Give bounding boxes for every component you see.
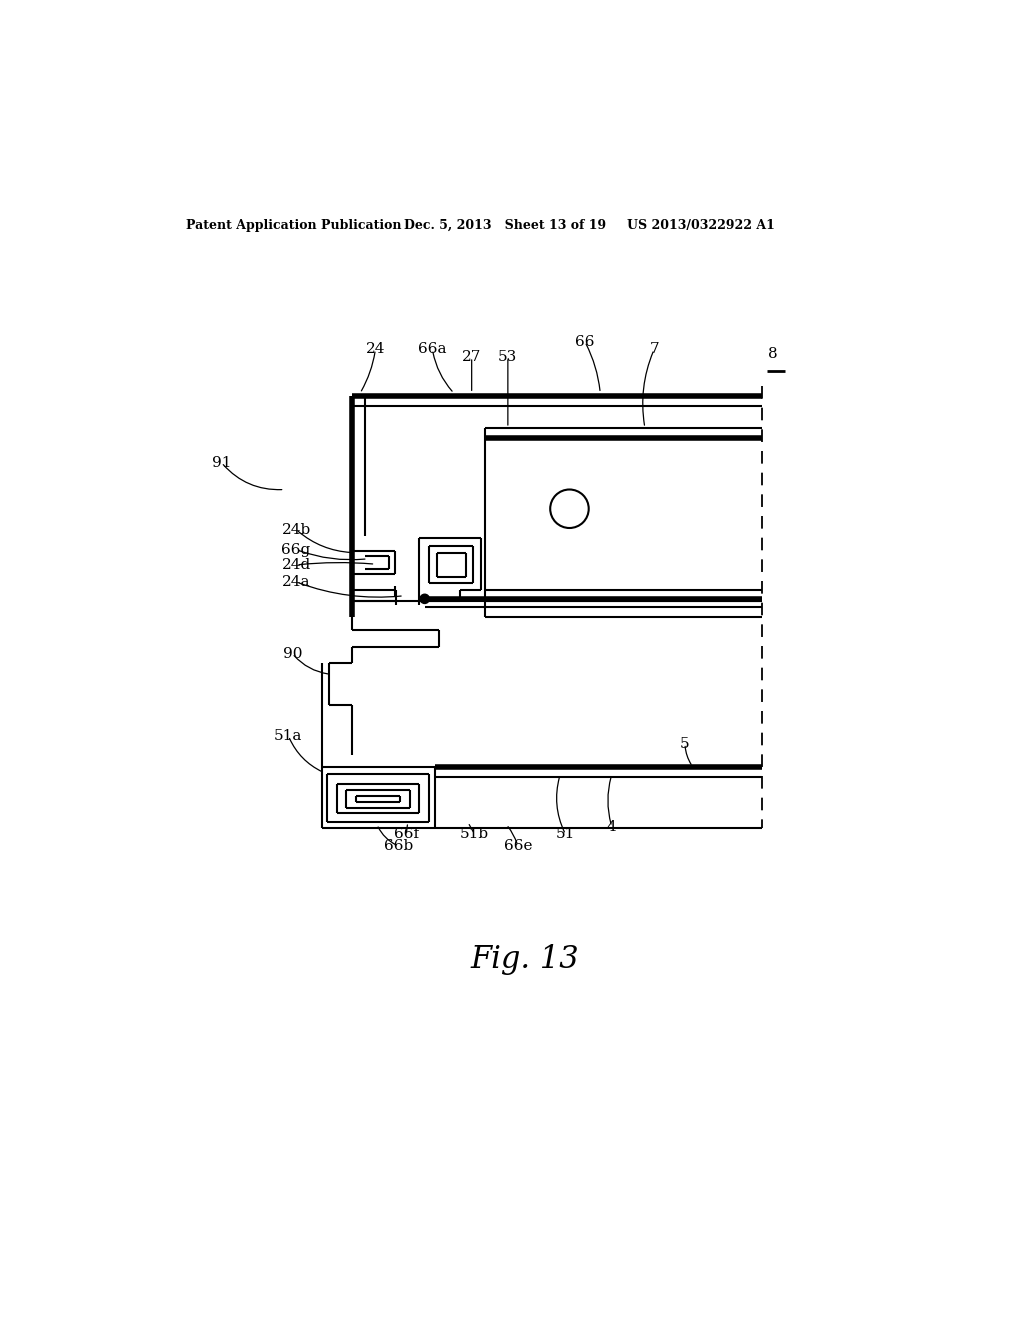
Text: US 2013/0322922 A1: US 2013/0322922 A1: [628, 219, 775, 232]
Circle shape: [420, 594, 429, 603]
Text: 27: 27: [462, 350, 481, 364]
Text: 66b: 66b: [384, 840, 413, 853]
Text: 24d: 24d: [282, 558, 310, 572]
Text: 24b: 24b: [282, 523, 310, 536]
Text: 8: 8: [768, 347, 778, 360]
Text: 66g: 66g: [282, 543, 310, 557]
Text: Fig. 13: Fig. 13: [470, 944, 580, 974]
Text: 90: 90: [283, 647, 302, 660]
Text: Patent Application Publication: Patent Application Publication: [186, 219, 401, 232]
Text: 51: 51: [556, 828, 575, 841]
Text: Dec. 5, 2013   Sheet 13 of 19: Dec. 5, 2013 Sheet 13 of 19: [403, 219, 606, 232]
Text: 24a: 24a: [282, 576, 310, 589]
Text: 51b: 51b: [460, 828, 489, 841]
Text: 5: 5: [680, 737, 690, 751]
Text: 53: 53: [499, 350, 517, 364]
Text: 51a: 51a: [274, 729, 303, 743]
Text: 66f: 66f: [393, 828, 419, 841]
Text: 4: 4: [607, 820, 616, 834]
Text: 7: 7: [649, 342, 659, 356]
Text: 66: 66: [575, 335, 595, 348]
Text: 91: 91: [212, 455, 231, 470]
Text: 24: 24: [366, 342, 385, 356]
Text: 66e: 66e: [504, 840, 532, 853]
Text: 66a: 66a: [418, 342, 446, 356]
